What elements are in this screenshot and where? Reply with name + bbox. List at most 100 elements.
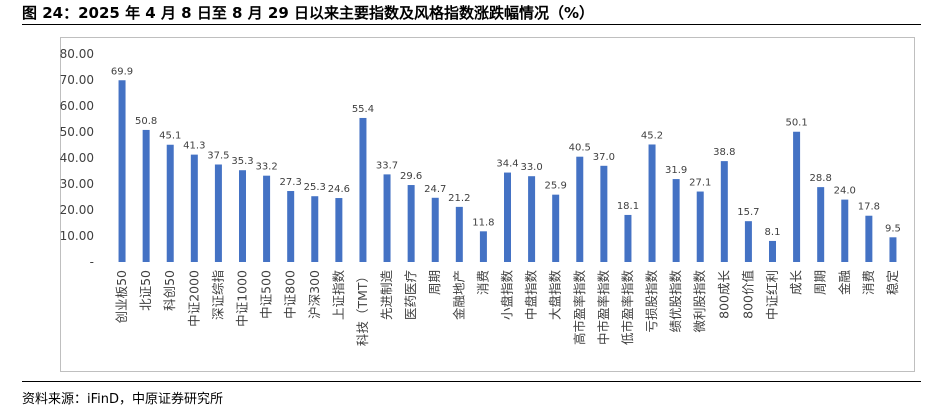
bar (166, 144, 174, 262)
y-tick-label: 70.00 (60, 73, 94, 87)
bar (793, 131, 801, 262)
bar (504, 172, 511, 262)
category-label: 北证50 (138, 270, 153, 311)
category-label: 中证1000 (235, 270, 250, 327)
data-labels: 69.9 50.845.141.337.535.3 33.227.3 25.3 24.6… (111, 66, 901, 238)
category-label: 中证红利 (765, 270, 780, 320)
category-label: 中证2000 (186, 270, 201, 327)
category-label: 中市盈率指数 (596, 270, 611, 346)
data-label: 9.5 (885, 223, 901, 234)
data-label: 41.3 (183, 141, 205, 152)
data-label: 28.8 (810, 173, 832, 184)
data-label: 25.3 (304, 182, 326, 193)
data-label: 38.8 (713, 147, 735, 158)
data-label: 29.6 (400, 171, 422, 182)
bar (118, 80, 126, 262)
y-tick-label: 40.00 (60, 151, 94, 165)
y-tick-label: 80.00 (60, 47, 94, 61)
category-label: 消费 (861, 270, 876, 295)
y-tick-label: - (90, 255, 94, 269)
category-labels: 创业板50 北证50 科创50 中证2000 深证综指 中证1000 中证500 中证800 沪… (114, 270, 900, 347)
bar (359, 117, 367, 263)
bar (311, 196, 319, 262)
category-label: 周期 (427, 270, 442, 295)
bar (672, 179, 680, 262)
data-label: 50.1 (785, 118, 807, 129)
bar (407, 185, 415, 262)
bar (528, 176, 536, 262)
category-label: 成长 (789, 270, 804, 296)
category-label: 小盘指数 (500, 270, 515, 321)
category-label: 800价值 (740, 270, 755, 319)
bar (552, 194, 560, 262)
data-label: 21.2 (448, 193, 470, 204)
bar (769, 240, 776, 262)
data-label: 69.9 (111, 66, 133, 77)
data-label: 8.1 (765, 227, 781, 238)
category-label: 上证指数 (331, 270, 346, 321)
bar (263, 175, 271, 262)
category-label: 中证800 (283, 270, 298, 319)
figure-title: 图 24：2025 年 4 月 8 日至 8 月 29 日以来主要指数及风格指数… (22, 4, 595, 22)
category-label: 周期 (813, 270, 828, 295)
category-label: 高市盈率指数 (572, 270, 587, 346)
data-label: 34.4 (496, 159, 518, 170)
category-label: 稳定 (885, 270, 900, 295)
bar (335, 198, 343, 262)
data-label: 25.9 (545, 181, 567, 192)
bar (624, 214, 632, 262)
bar (479, 231, 487, 262)
data-label: 24.7 (424, 184, 446, 195)
bar-chart: - 10.00 20.00 30.00 40.00 50.00 60.00 70.00 80.0… (60, 47, 901, 347)
category-label: 医药医疗 (403, 270, 418, 320)
data-label: 31.9 (665, 165, 687, 176)
chart-frame (60, 37, 915, 372)
bar (455, 206, 463, 262)
category-label: 大盘指数 (548, 270, 563, 321)
category-label: 微利股指数 (692, 270, 707, 333)
y-axis: - 10.00 20.00 30.00 40.00 50.00 60.00 70.00 80.0… (60, 47, 94, 269)
data-label: 27.3 (280, 177, 302, 188)
data-label: 55.4 (352, 104, 374, 115)
bar (576, 156, 584, 262)
y-tick-label: 20.00 (60, 203, 94, 217)
y-tick-label: 60.00 (60, 99, 94, 113)
bar (383, 174, 391, 262)
category-label: 金融地产 (451, 270, 466, 320)
y-tick-label: 30.00 (60, 177, 94, 191)
title-divider (22, 24, 921, 25)
source-divider (22, 381, 921, 382)
source-note: 资料来源：iFinD，中原证券研究所 (22, 392, 224, 407)
category-label: 创业板50 (114, 270, 129, 323)
category-label: 金融 (837, 270, 852, 296)
category-label: 消费 (475, 270, 490, 295)
data-label: 37.5 (207, 151, 229, 162)
data-label: 45.2 (641, 130, 663, 141)
data-label: 27.1 (689, 178, 711, 189)
data-label: 35.3 (231, 156, 253, 167)
category-label: 先进制造 (379, 270, 394, 321)
category-label: 亏损股指数 (644, 270, 659, 333)
bar (865, 215, 873, 262)
data-label: 37.0 (593, 152, 615, 163)
data-label: 24.0 (834, 186, 856, 197)
bar (190, 154, 198, 262)
data-label: 17.8 (858, 202, 880, 213)
data-label: 11.8 (472, 217, 494, 228)
data-label: 24.6 (328, 184, 350, 195)
bar (239, 170, 246, 262)
category-label: 中证500 (259, 270, 274, 319)
category-label: 沪深300 (307, 270, 322, 319)
bar (744, 221, 752, 262)
bar (600, 165, 608, 262)
data-label: 40.5 (569, 143, 591, 154)
bar (431, 197, 439, 262)
category-label: 科创50 (162, 270, 177, 311)
bar (841, 199, 849, 262)
data-label: 15.7 (737, 207, 759, 218)
category-label: 绩优股指数 (668, 270, 683, 333)
bar (287, 191, 295, 262)
data-label: 33.0 (520, 162, 542, 173)
category-label: 科技（TMT） (355, 270, 370, 346)
data-label: 33.2 (255, 162, 277, 173)
